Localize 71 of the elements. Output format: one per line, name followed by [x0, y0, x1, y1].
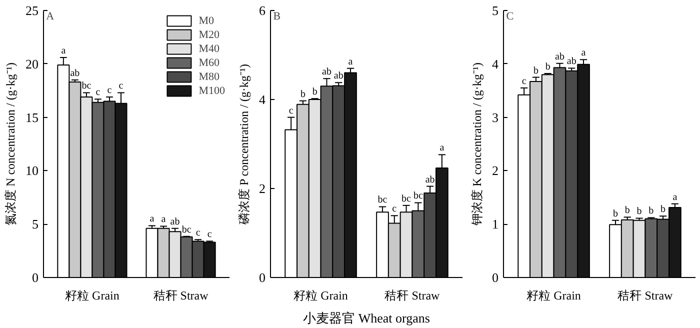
- y-tick-label: 2: [259, 181, 266, 196]
- y-tick-label: 5: [32, 216, 38, 232]
- data-label: ab: [555, 51, 564, 62]
- y-tick-label: 4: [259, 92, 266, 107]
- x-tick-label: 秸秆 Straw: [618, 288, 674, 302]
- data-label: b: [660, 204, 666, 216]
- y-tick-label: 6: [259, 3, 266, 18]
- data-label: c: [107, 85, 112, 96]
- legend-label: M100: [198, 84, 225, 96]
- data-label: a: [348, 56, 354, 68]
- y-tick-label: 10: [26, 163, 38, 178]
- data-label: bc: [402, 193, 412, 204]
- data-label: a: [61, 45, 66, 56]
- x-axis-title: 小麦器官 Wheat organs: [303, 310, 430, 326]
- y-tick-label: 0: [259, 270, 266, 285]
- x-tick-label: 秸秆 Straw: [384, 288, 440, 302]
- data-label: c: [522, 76, 527, 87]
- data-label: b: [545, 62, 550, 73]
- annotation: B: [273, 10, 281, 22]
- data-label: b: [636, 206, 642, 218]
- data-label: bc: [182, 224, 192, 236]
- y-tick-label: 3: [492, 110, 498, 125]
- x-tick-label: 籽粒 Grain: [526, 288, 581, 302]
- data-label: c: [96, 87, 101, 98]
- data-label: c: [118, 80, 124, 92]
- data-label: b: [533, 65, 538, 76]
- data-label: b: [300, 88, 306, 100]
- y-tick-label: 0: [492, 270, 498, 285]
- annotation: C: [506, 10, 514, 22]
- legend-label: M60: [198, 56, 220, 68]
- data-label: c: [288, 105, 294, 116]
- data-label: c: [392, 204, 398, 215]
- data-label: ab: [170, 216, 180, 228]
- legend-label: M0: [198, 14, 215, 26]
- y-tick-label: 0: [32, 270, 38, 285]
- data-label: a: [440, 142, 445, 154]
- y-tick-label: 15: [26, 110, 38, 125]
- data-label: c: [207, 229, 212, 240]
- y-tick-label: 4: [492, 56, 499, 72]
- data-label: b: [648, 206, 654, 217]
- data-label: ab: [322, 66, 332, 78]
- data-label: ab: [566, 56, 576, 68]
- y-tick-label: 2: [492, 163, 498, 178]
- y-axis-title: 钾浓度 K concentration / (g·kg⁻¹): [470, 62, 484, 226]
- data-label: a: [150, 214, 155, 225]
- legend-label: M80: [198, 70, 220, 82]
- x-tick-label: 籽粒 Grain: [294, 288, 348, 302]
- y-axis-title: 氮浓度 N concentration / (g·kg⁻¹): [4, 62, 18, 226]
- data-label: a: [581, 48, 586, 59]
- data-label: a: [161, 214, 166, 226]
- data-label: ab: [70, 68, 80, 79]
- y-tick-label: 1: [492, 216, 498, 232]
- x-tick-label: 秸秆 Straw: [153, 288, 209, 302]
- data-label: a: [672, 192, 678, 203]
- legend-label: M40: [198, 42, 220, 54]
- y-axis-title: 磷浓度 P concentration / (g·kg⁻¹): [237, 64, 251, 226]
- data-label: b: [312, 86, 318, 98]
- y-tick-label: 5: [492, 3, 498, 18]
- data-label: b: [624, 205, 630, 216]
- data-label: bc: [378, 194, 388, 206]
- legend-label: M20: [198, 28, 220, 40]
- data-label: bc: [82, 80, 92, 92]
- data-label: bc: [413, 190, 424, 202]
- annotation: A: [46, 10, 54, 22]
- data-label: ab: [425, 174, 435, 186]
- data-label: ab: [334, 70, 344, 82]
- data-label: c: [196, 228, 201, 239]
- y-tick-label: 20: [26, 56, 38, 72]
- x-tick-label: 籽粒 Grain: [65, 288, 120, 302]
- data-label: b: [613, 208, 618, 220]
- y-tick-label: 25: [26, 3, 38, 18]
